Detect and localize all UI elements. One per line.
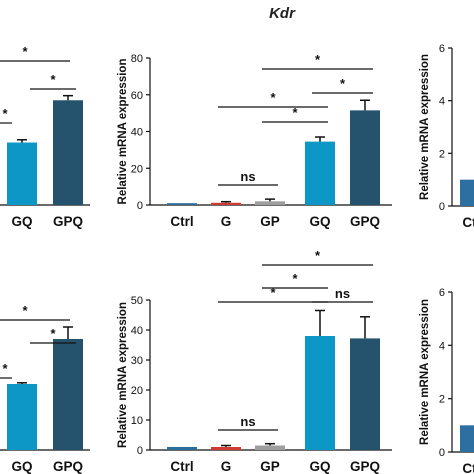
significance-star: * [22,44,28,59]
significance-star: * [292,271,298,286]
y-axis-label: Relative mRNA expression [419,54,431,200]
x-tick-label-gq: GQ [309,214,330,229]
y-axis-label: Relative mRNA expression [419,299,431,445]
y-tick-label: 0 [439,447,445,459]
bar-gq [7,384,37,450]
significance-star: * [50,326,56,341]
significance-star: * [270,90,276,105]
x-tick-label-gpq: GPQ [350,459,380,474]
y-tick-label: 50 [131,295,143,307]
y-tick-label: 20 [131,385,143,397]
x-tick-label-gpq: GPQ [53,214,83,229]
bar-ctrl [167,447,197,450]
y-axis-label: Relative mRNA expression [117,59,129,205]
y-tick-label: 10 [131,415,143,427]
y-tick-label: 6 [439,43,445,55]
y-tick-label: 60 [131,90,143,102]
bar-gpq [350,110,380,205]
x-tick-label-ctrl: Ctrl [462,461,474,474]
bar-gpq [53,100,83,205]
y-tick-label: 20 [131,163,143,175]
bar-gpq [53,339,83,450]
x-tick-label-g: G [221,214,232,229]
significance-star: * [270,285,276,300]
significance-star: * [340,76,346,91]
y-tick-label: 6 [439,287,445,299]
bar-ctrl [167,203,197,205]
bar-gq [305,141,335,205]
x-tick-label-gpq: GPQ [53,459,83,474]
significance-ns: ns [240,414,255,429]
y-tick-label: 0 [137,445,143,457]
significance-star: * [292,105,298,120]
significance-ns: ns [240,169,255,184]
significance-star: * [2,361,8,376]
significance-star: * [22,303,28,318]
x-tick-label-gpq: GPQ [350,214,380,229]
x-tick-label-gq: GQ [309,459,330,474]
y-tick-label: 40 [131,127,143,139]
x-tick-label-ctrl: Ctrl [170,214,193,229]
y-tick-label: 4 [439,96,445,108]
y-tick-label: 80 [131,53,143,65]
y-tick-label: 40 [131,325,143,337]
bar-gq [305,336,335,450]
x-tick-label-ctrl: Ctrl [462,215,474,230]
bar-g [211,202,241,205]
significance-star: * [50,72,56,87]
significance-ns: ns [335,286,350,301]
x-tick-label-ctrl: Ctrl [170,459,193,474]
bar-gq [7,142,37,205]
bar-gp [255,201,285,205]
figure-title: Kdr [269,5,296,22]
y-axis-label: Relative mRNA expression [117,302,129,448]
bar-gp [255,445,285,450]
bar-ctrl [460,425,474,452]
significance-star: * [315,52,321,67]
bar-g [211,447,241,450]
y-tick-label: 0 [137,200,143,212]
x-tick-label-gp: GP [260,459,280,474]
x-tick-label-gp: GP [260,214,280,229]
y-tick-label: 2 [439,148,445,160]
y-tick-label: 30 [131,355,143,367]
bar-ctrl [460,179,474,206]
y-tick-label: 2 [439,394,445,406]
x-tick-label-g: G [221,459,232,474]
significance-star: * [315,248,321,263]
y-tick-label: 4 [439,340,445,352]
x-tick-label-gq: GQ [11,214,32,229]
y-tick-label: 0 [439,201,445,213]
significance-star: * [2,106,8,121]
bar-gpq [350,338,380,450]
x-tick-label-gq: GQ [11,459,32,474]
